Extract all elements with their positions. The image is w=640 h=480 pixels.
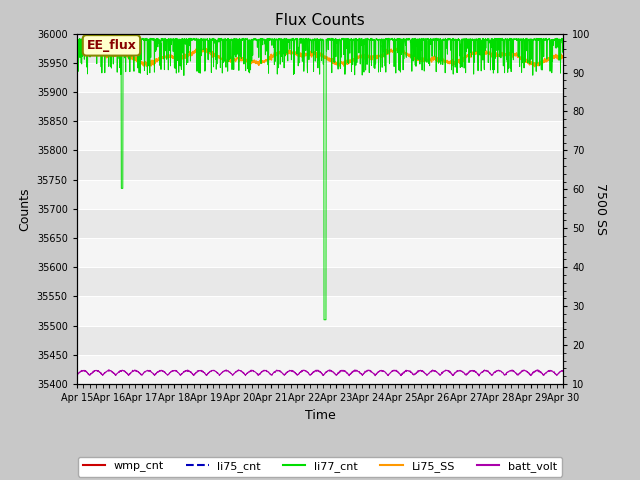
Bar xyxy=(77,150,563,180)
X-axis label: Time: Time xyxy=(305,408,335,421)
Title: Flux Counts: Flux Counts xyxy=(275,13,365,28)
Bar xyxy=(77,121,563,150)
Bar xyxy=(77,267,563,297)
Bar xyxy=(77,355,563,384)
Bar xyxy=(77,92,563,121)
Legend: wmp_cnt, li75_cnt, li77_cnt, Li75_SS, batt_volt: wmp_cnt, li75_cnt, li77_cnt, Li75_SS, ba… xyxy=(78,457,562,477)
Bar xyxy=(77,34,563,63)
Bar xyxy=(77,209,563,238)
Bar xyxy=(77,325,563,355)
Y-axis label: Counts: Counts xyxy=(18,187,31,230)
Bar xyxy=(77,63,563,92)
Bar xyxy=(77,180,563,209)
Y-axis label: 7500 SS: 7500 SS xyxy=(595,183,607,235)
Text: EE_flux: EE_flux xyxy=(86,39,136,52)
Bar xyxy=(77,238,563,267)
Bar xyxy=(77,297,563,325)
